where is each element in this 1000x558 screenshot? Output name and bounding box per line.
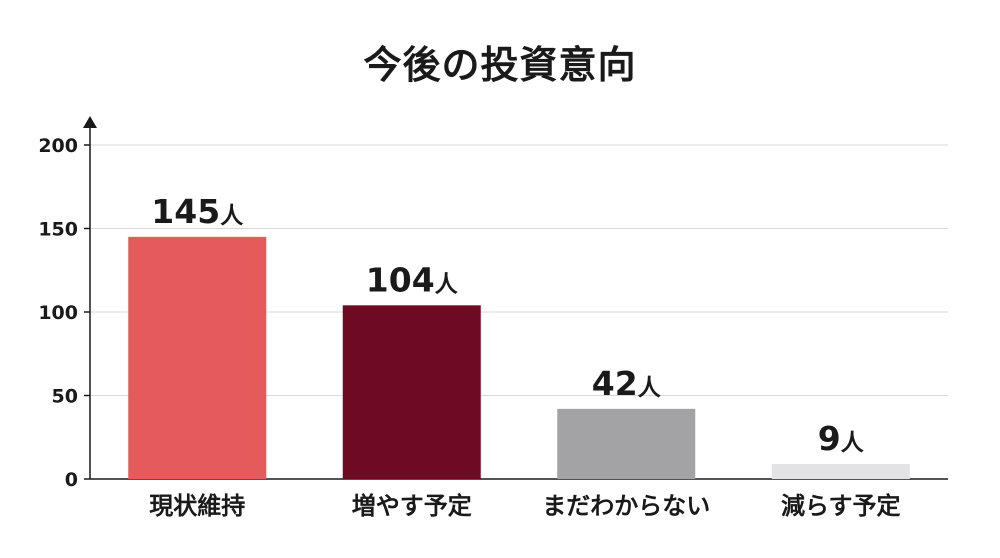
category-label: まだわからない — [542, 492, 710, 520]
chart-title: 今後の投資意向 — [363, 43, 637, 87]
y-tick-label: 0 — [65, 469, 78, 491]
y-tick-label: 50 — [52, 386, 78, 408]
bar — [342, 305, 481, 479]
category-label: 減らす予定 — [781, 492, 901, 520]
bar — [771, 463, 910, 479]
y-axis-arrow-icon — [83, 116, 97, 128]
y-tick-label: 150 — [38, 219, 78, 241]
value-label: 145人 — [151, 192, 244, 231]
value-label: 9人 — [818, 419, 865, 458]
category-label: 増やす予定 — [352, 492, 472, 520]
y-tick-label: 200 — [38, 135, 78, 157]
value-label: 104人 — [366, 260, 459, 299]
y-tick-label: 100 — [38, 302, 78, 324]
category-label: 現状維持 — [149, 492, 245, 520]
bar — [128, 236, 267, 479]
value-label: 42人 — [592, 364, 662, 403]
bar — [557, 408, 696, 479]
